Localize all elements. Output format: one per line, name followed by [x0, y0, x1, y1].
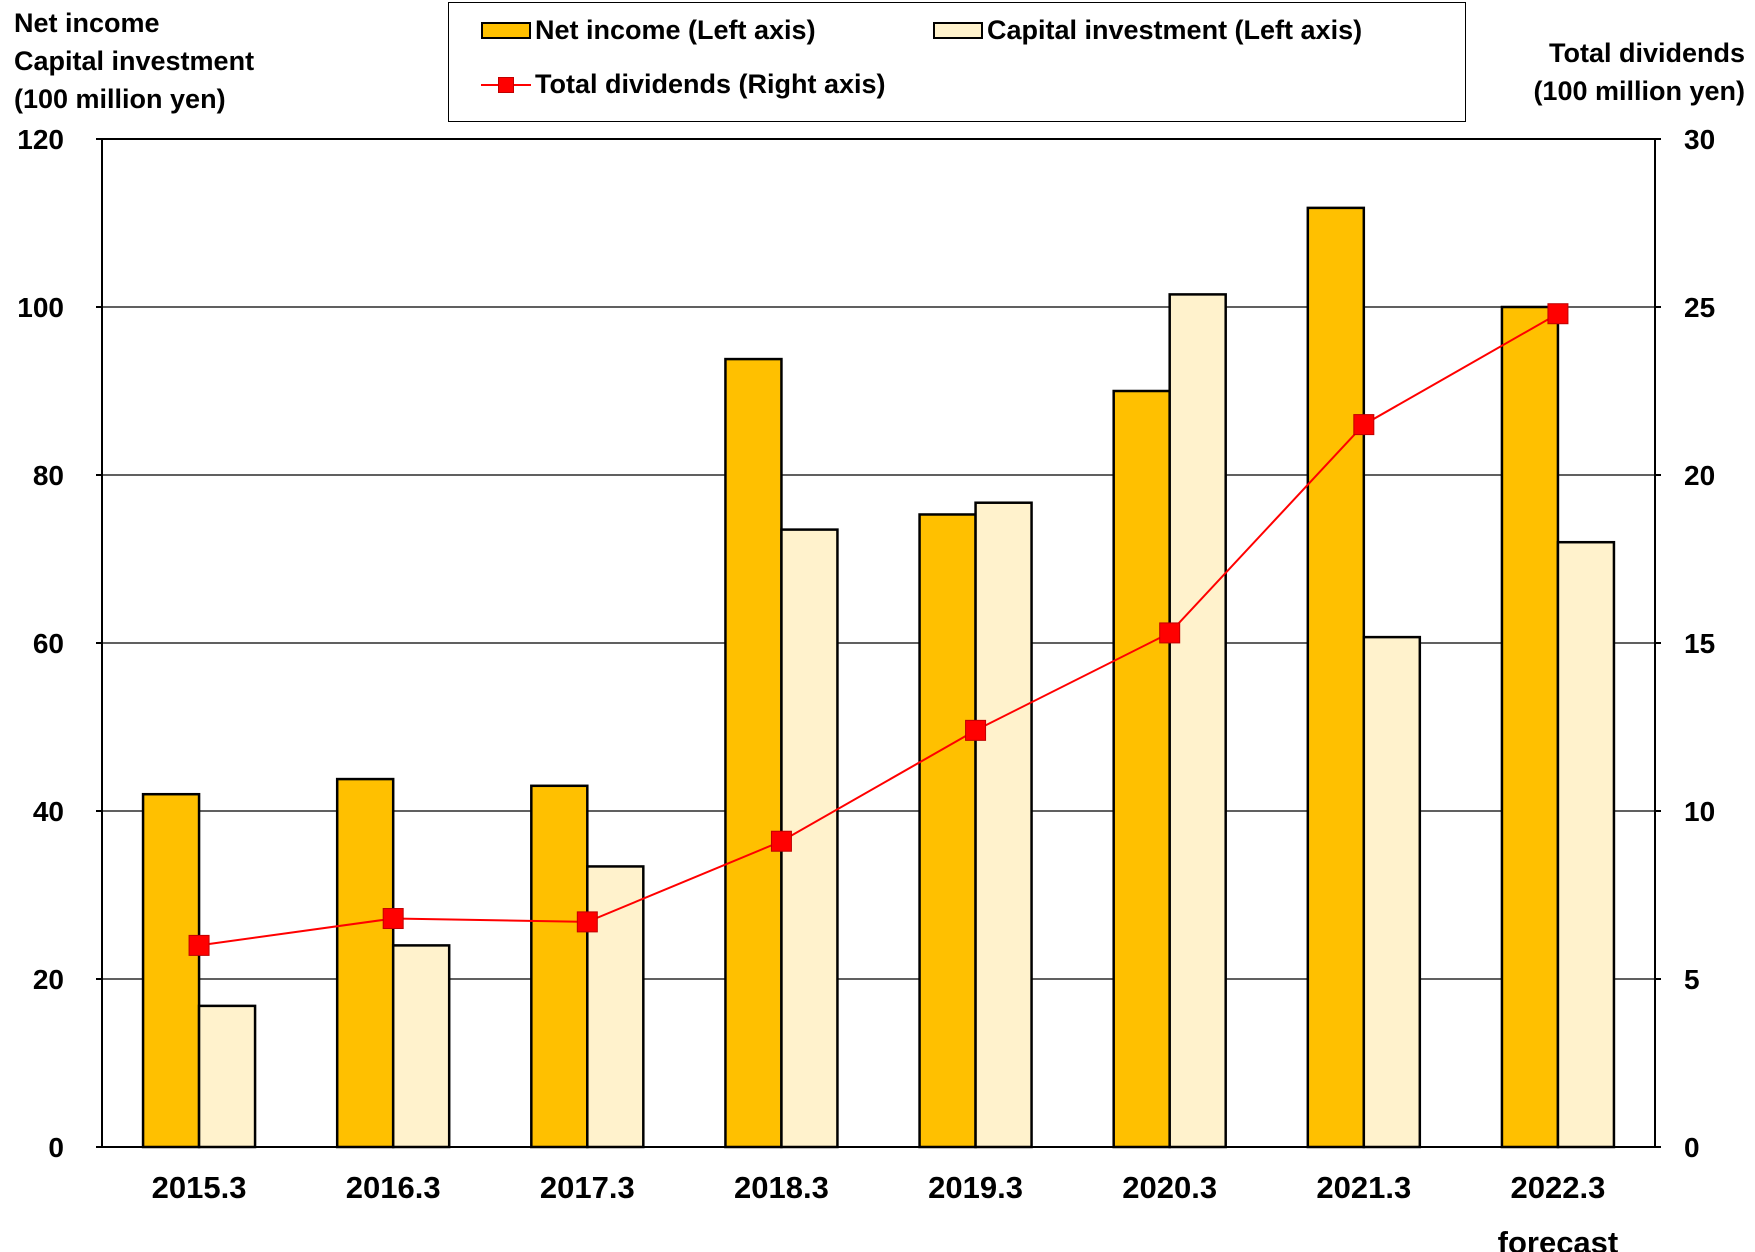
bar-net-income: [1306, 206, 1366, 1149]
right-axis-tick-label: 0: [1684, 1132, 1700, 1163]
dividends-point: [576, 911, 598, 933]
legend-swatch-net-income: [481, 22, 531, 39]
x-axis-tick-label: 2022.3: [1511, 1170, 1606, 1205]
legend-swatch-capital-investment: [933, 22, 983, 39]
dividends-line-path: [198, 312, 1559, 947]
dividends-point: [382, 908, 404, 930]
dividends-point: [1547, 303, 1569, 325]
bar-capital-investment: [1362, 635, 1422, 1149]
right-axis-title-line: Total dividends: [1548, 38, 1745, 68]
x-axis-tick-label: forecast: [1498, 1225, 1619, 1252]
left-axis-tick-label: 80: [33, 460, 64, 491]
dividends-point: [188, 934, 210, 956]
dividends-point: [1159, 622, 1181, 644]
x-axis-tick-label: 2020.3: [1122, 1170, 1217, 1205]
legend-label-capital-investment: Capital investment (Left axis): [987, 15, 1363, 45]
bar-net-income: [1112, 389, 1171, 1149]
left-axis-title-line: Net income: [14, 8, 160, 38]
right-axis-tick-label: 30: [1684, 124, 1715, 155]
x-axis-tick-label: 2019.3: [928, 1170, 1023, 1205]
plot-frame: [96, 138, 1661, 1148]
bar-net-income: [724, 357, 783, 1149]
right-axis-tick-label: 20: [1684, 460, 1715, 491]
left-axis-title-line: Capital investment: [14, 46, 255, 76]
bar-capital-investment: [1168, 293, 1227, 1149]
left-axis-tick-label: 100: [17, 292, 64, 323]
legend-label-total-dividends: Total dividends (Right axis): [535, 69, 886, 99]
bar-net-income: [918, 513, 977, 1149]
bar-capital-investment: [1556, 540, 1616, 1149]
left-axis-title-line: (100 million yen): [14, 84, 226, 114]
x-axis-tick-labels: 2015.3 2016.3 2017.3 2018.3 2019.3 2020.3 2021…: [152, 1170, 1619, 1252]
x-axis-tick-label: 2018.3: [734, 1170, 829, 1205]
right-axis-tick-label: 5: [1684, 964, 1700, 995]
right-axis-tick-label: 15: [1684, 628, 1715, 659]
left-axis-tick-label: 60: [33, 628, 64, 659]
legend-item-total-dividends: Total dividends (Right axis): [481, 69, 886, 100]
bar-capital-investment: [974, 501, 1033, 1149]
bars: [141, 206, 1616, 1149]
legend-item-net-income: Net income (Left axis): [481, 15, 816, 46]
right-axis-title-line: (100 million yen): [1533, 76, 1745, 106]
right-axis-tick-label: 10: [1684, 796, 1715, 827]
dividends-line: [188, 303, 1569, 956]
bar-net-income: [335, 777, 395, 1149]
left-axis-title: Net income Capital investment (100 milli…: [14, 4, 254, 118]
gridlines: [102, 138, 1655, 1148]
left-axis-tick-label: 40: [33, 796, 64, 827]
bar-capital-investment: [197, 1004, 257, 1149]
right-axis-title: Total dividends (100 million yen): [1533, 34, 1745, 110]
legend-item-capital-investment: Capital investment (Left axis): [933, 15, 1362, 46]
x-axis-tick-label: 2015.3: [152, 1170, 247, 1205]
left-axis-tick-label: 0: [48, 1132, 64, 1163]
x-axis-tick-label: 2017.3: [540, 1170, 635, 1205]
bar-capital-investment: [586, 865, 645, 1149]
x-axis-tick-label: 2016.3: [346, 1170, 441, 1205]
x-axis-tick-label: 2021.3: [1316, 1170, 1411, 1205]
legend-swatch-total-dividends: [481, 75, 531, 95]
dividends-point: [965, 719, 987, 741]
dividends-point: [1353, 414, 1375, 436]
bar-net-income: [530, 784, 589, 1149]
legend-label-net-income: Net income (Left axis): [535, 15, 816, 45]
right-axis-tick-labels: 0 5 10 15 20 25 30: [1684, 124, 1715, 1163]
bar-net-income: [1500, 305, 1560, 1149]
left-axis-tick-label: 120: [17, 124, 64, 155]
bar-capital-investment: [391, 944, 451, 1149]
chart-legend: Net income (Left axis) Capital investmen…: [448, 2, 1466, 122]
left-axis-tick-labels: 0 20 40 60 80 100 120: [17, 124, 64, 1163]
right-axis-tick-label: 25: [1684, 292, 1715, 323]
bar-net-income: [141, 792, 201, 1149]
dividends-point: [770, 830, 792, 852]
left-axis-tick-label: 20: [33, 964, 64, 995]
